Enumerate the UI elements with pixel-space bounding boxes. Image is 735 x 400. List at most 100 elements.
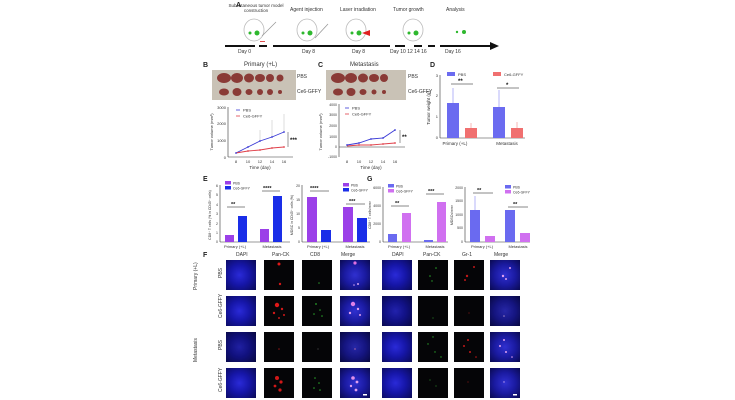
svg-text:1000: 1000	[455, 213, 463, 217]
photo-c-pbs-label: PBS	[408, 74, 419, 80]
step-3-day: Day 8	[352, 49, 366, 55]
svg-text:Primary (+L): Primary (+L)	[224, 244, 247, 249]
img-pan-ck	[264, 260, 294, 290]
f-row-2-label: Ce6-GFFY	[218, 293, 224, 318]
img-dapi	[382, 368, 412, 398]
svg-text:****: ****	[263, 186, 272, 192]
svg-text:Metastasis: Metastasis	[345, 244, 364, 249]
svg-text:PBS: PBS	[352, 106, 360, 111]
svg-text:15: 15	[296, 198, 300, 202]
svg-text:0: 0	[224, 155, 227, 160]
svg-text:PBS: PBS	[351, 184, 359, 188]
svg-text:Metastasis: Metastasis	[425, 244, 444, 249]
step-2-title: Agent injection	[290, 7, 323, 13]
f-header-right-1: DAPI	[392, 252, 404, 258]
svg-text:Metastasis: Metastasis	[496, 141, 518, 146]
step-4-day: Day 10 12 14 16	[390, 49, 427, 55]
svg-text:PBS: PBS	[243, 108, 251, 113]
svg-text:500: 500	[457, 226, 463, 230]
svg-text:2000: 2000	[373, 222, 381, 226]
f-row-1-label: PBS	[218, 267, 224, 278]
svg-text:Primary (+L): Primary (+L)	[443, 141, 468, 146]
panel-label-f: F	[203, 252, 208, 259]
svg-text:**: **	[477, 188, 482, 194]
svg-text:1000: 1000	[217, 138, 227, 143]
svg-text:0: 0	[216, 240, 218, 244]
svg-text:Time (day): Time (day)	[360, 165, 382, 170]
svg-text:MDSCs/mm²: MDSCs/mm²	[450, 204, 454, 225]
svg-text:20: 20	[296, 184, 300, 188]
img-dapi	[226, 296, 256, 326]
img-pan-ck	[418, 332, 448, 362]
panel-label-e: E	[203, 176, 208, 183]
chart-c-tumor-volume-metastasis: -1000 0 1000 2000 3000 4000 8 10 12 14 16 Time (d…	[318, 103, 407, 170]
svg-text:1: 1	[436, 114, 439, 119]
img-cd8	[302, 368, 332, 398]
svg-text:4: 4	[216, 203, 218, 207]
chart-g-mdsc-density: 0 500 1000 1500 2000 MDSCs/mm² ** ** PBS Ce6…	[450, 185, 531, 249]
img-pan-ck	[264, 368, 294, 398]
f-header-right-2: Pan-CK	[423, 252, 441, 258]
svg-text:2: 2	[216, 222, 218, 226]
svg-text:6: 6	[216, 184, 218, 188]
f-header-left-1: DAPI	[236, 252, 248, 258]
svg-text:5: 5	[216, 193, 218, 197]
svg-text:PBS: PBS	[396, 185, 404, 189]
step-1-title: Subcutaneous tumor model construction	[228, 3, 284, 13]
img-dapi	[226, 260, 256, 290]
svg-text:**: **	[395, 201, 400, 207]
step-5-title: Analysis	[446, 7, 465, 13]
step-2-day: Day 8	[302, 49, 316, 55]
img-dapi	[382, 332, 412, 362]
photo-b-ce6-label: Ce6-GFFY	[297, 89, 322, 95]
svg-text:Tumor weight (g): Tumor weight (g)	[426, 91, 431, 125]
svg-text:2000: 2000	[329, 124, 337, 128]
img-pan-ck	[418, 368, 448, 398]
svg-text:3: 3	[216, 212, 218, 216]
f-header-left-2: Pan-CK	[272, 252, 290, 258]
svg-text:CD8⁺ T cells (% in CD45⁺ cells: CD8⁺ T cells (% in CD45⁺ cells)	[208, 190, 212, 240]
x-axis-label: Time (day)	[249, 165, 271, 170]
tumor-photo-primary	[212, 70, 296, 100]
img-merge	[340, 260, 370, 290]
svg-text:***: ***	[290, 138, 298, 144]
svg-text:*: *	[506, 83, 509, 89]
f-header-right-3: Gr-1	[462, 252, 472, 258]
svg-text:16: 16	[393, 159, 398, 164]
svg-text:14: 14	[270, 159, 275, 164]
timeline-arrow	[225, 42, 499, 50]
img-merge	[340, 332, 370, 362]
step-5-day: Day 16	[445, 49, 461, 55]
f-group-primary: Primary (+L)	[193, 262, 199, 290]
svg-text:Primary (+L): Primary (+L)	[307, 244, 330, 249]
f-row-4-label: Ce6-GFFY	[218, 367, 224, 392]
svg-text:10: 10	[246, 159, 251, 164]
svg-text:10: 10	[357, 159, 362, 164]
img-dapi	[226, 332, 256, 362]
img-merge	[490, 260, 520, 290]
svg-text:2000: 2000	[217, 121, 227, 126]
svg-text:1500: 1500	[455, 199, 463, 203]
chart-b-tumor-volume-primary: 0 1000 2000 3000 8 10 12 14 16 Time (day) Tumor…	[209, 105, 298, 170]
svg-text:5: 5	[298, 226, 300, 230]
panel-label-a: A	[236, 2, 242, 9]
svg-text:***: ***	[428, 189, 435, 195]
panel-label-c: C	[318, 62, 324, 69]
f-group-metastasis: Metastasis	[193, 338, 199, 362]
svg-text:PBS: PBS	[458, 72, 466, 77]
svg-text:Ce6-GFFY: Ce6-GFFY	[513, 191, 531, 195]
svg-text:Ce6-GFFY: Ce6-GFFY	[243, 114, 263, 119]
svg-text:1: 1	[216, 231, 218, 235]
svg-text:3000: 3000	[329, 113, 337, 117]
img-gr1	[454, 296, 484, 326]
svg-text:Ce6-GFFY: Ce6-GFFY	[504, 72, 524, 77]
svg-text:Tumor volume (mm³): Tumor volume (mm³)	[209, 113, 214, 151]
svg-text:**: **	[458, 79, 463, 85]
img-dapi	[226, 368, 256, 398]
img-dapi	[382, 260, 412, 290]
f-row-3-label: PBS	[218, 339, 224, 350]
img-cd8	[302, 260, 332, 290]
img-pan-ck	[418, 296, 448, 326]
mouse-illustrations-icon	[243, 18, 466, 42]
img-cd8	[302, 296, 332, 326]
